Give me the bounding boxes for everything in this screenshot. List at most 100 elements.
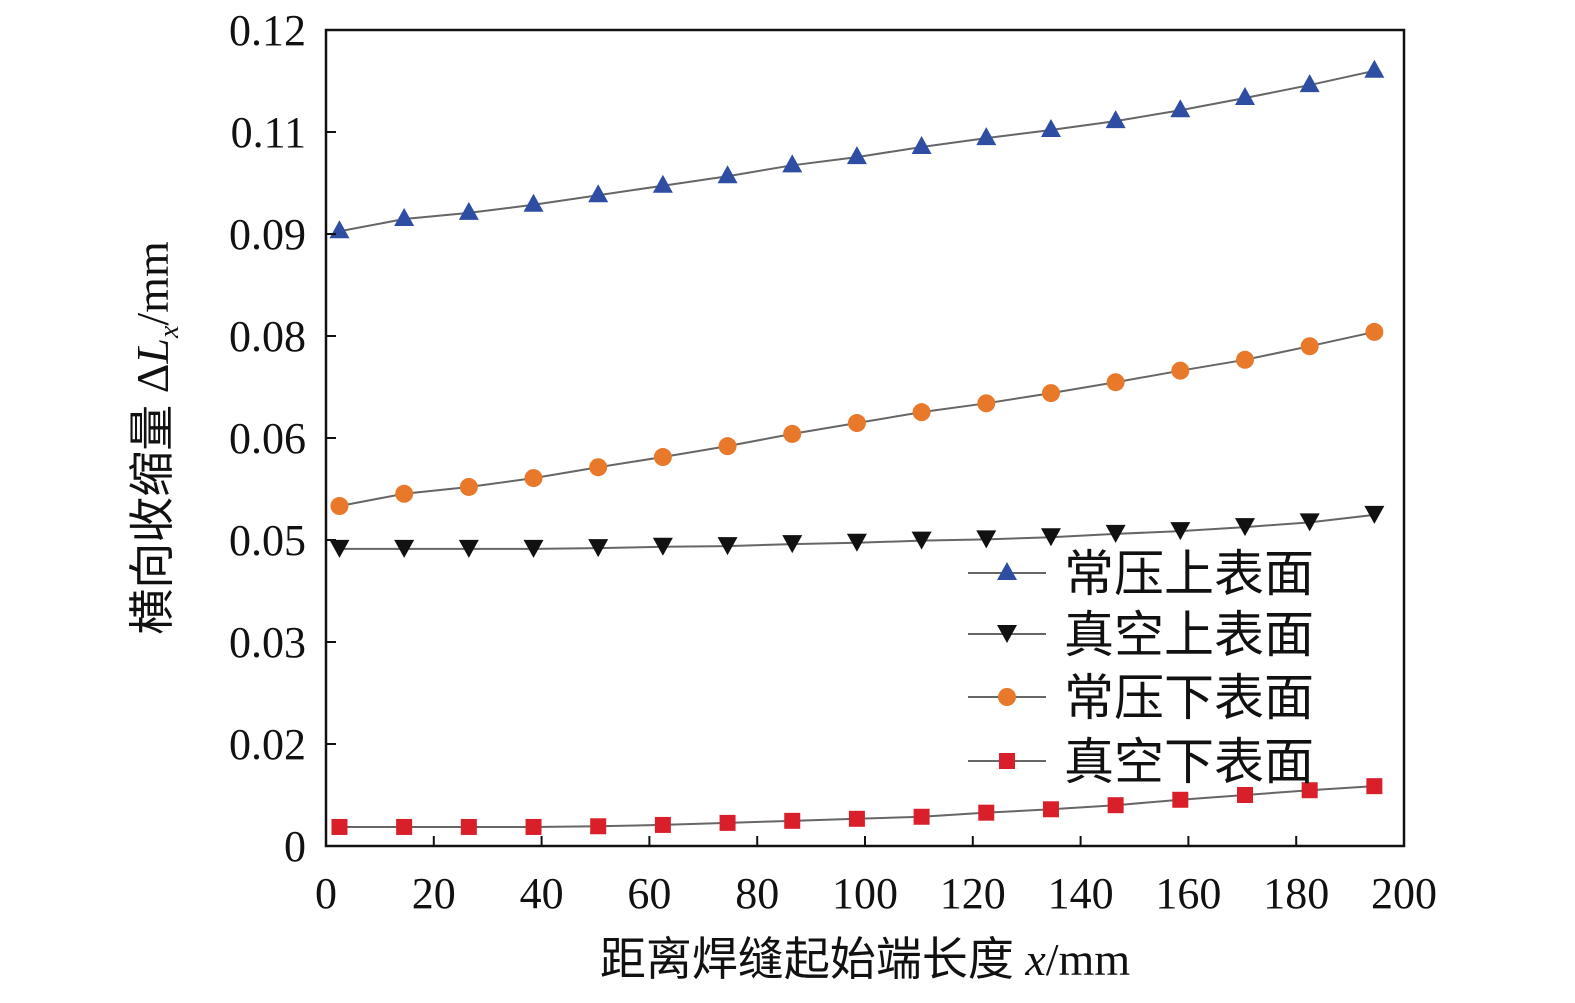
y-tick-label: 0.12 xyxy=(229,6,306,55)
data-point xyxy=(718,437,737,456)
x-tick-label: 60 xyxy=(627,869,671,918)
x-axis-label-prefix: 距离焊缝起始端长度 xyxy=(600,934,1026,985)
data-point xyxy=(652,537,673,556)
data-point xyxy=(1300,337,1319,356)
data-point xyxy=(458,539,479,558)
x-tick-label: 180 xyxy=(1263,869,1329,918)
data-point xyxy=(1366,778,1383,795)
y-tick-label: 0.08 xyxy=(229,312,306,361)
data-point xyxy=(1234,518,1255,537)
x-tick-label: 120 xyxy=(940,869,1006,918)
data-point xyxy=(911,531,932,550)
data-point xyxy=(782,154,803,173)
plot-marks xyxy=(329,59,1385,835)
data-point xyxy=(976,530,997,549)
data-point xyxy=(719,814,736,831)
data-point xyxy=(1105,524,1126,543)
data-point xyxy=(590,818,607,835)
data-point xyxy=(460,818,477,835)
data-point xyxy=(459,477,478,496)
data-point xyxy=(1364,59,1385,78)
x-tick-label: 160 xyxy=(1155,869,1221,918)
data-point xyxy=(1040,118,1061,137)
data-point xyxy=(395,484,414,503)
data-point xyxy=(525,818,542,835)
y-tick-label: 0.06 xyxy=(229,414,306,463)
data-point xyxy=(1170,99,1191,118)
legend-marker xyxy=(997,562,1017,580)
data-point xyxy=(524,469,543,488)
legend-marker xyxy=(998,688,1016,706)
data-point xyxy=(717,537,738,556)
data-point xyxy=(784,812,801,829)
series-4 xyxy=(331,778,1383,835)
data-point xyxy=(1040,528,1061,547)
data-point xyxy=(1107,797,1124,814)
legend-marker xyxy=(999,753,1015,769)
x-tick-label: 0 xyxy=(315,869,337,918)
data-point xyxy=(330,497,349,515)
data-point xyxy=(1364,505,1385,524)
legend-marker xyxy=(997,625,1017,643)
data-point xyxy=(1234,87,1255,105)
y-axis-label-unit: /mm xyxy=(127,241,178,326)
data-point xyxy=(846,146,867,165)
series-3 xyxy=(330,322,1384,515)
y-axis-label-var: L xyxy=(127,338,178,365)
x-tick-label: 20 xyxy=(412,869,456,918)
data-point xyxy=(331,818,348,835)
legend-label: 真空下表面 xyxy=(1064,734,1314,790)
legend-label: 常压下表面 xyxy=(1064,670,1314,726)
legend-label: 真空上表面 xyxy=(1064,607,1314,663)
data-point xyxy=(653,448,672,467)
y-tick-label: 0 xyxy=(284,822,306,871)
data-point xyxy=(458,201,479,220)
legend-item: 常压下表面 xyxy=(968,670,1314,726)
data-point xyxy=(1105,110,1126,129)
x-tick-label: 100 xyxy=(832,869,898,918)
data-point xyxy=(396,818,413,835)
series-2 xyxy=(329,505,1385,558)
data-point xyxy=(588,184,609,203)
y-axis-label: 横向收缩量 ΔLx/mm xyxy=(127,241,185,635)
data-point xyxy=(1172,791,1189,808)
legend-item: 真空上表面 xyxy=(968,607,1314,663)
data-point xyxy=(978,804,995,821)
series-1 xyxy=(329,59,1385,239)
data-point xyxy=(589,458,608,477)
data-point xyxy=(523,193,544,212)
legend-item: 常压上表面 xyxy=(968,546,1314,602)
data-point xyxy=(1106,373,1125,392)
y-tick-label: 0.11 xyxy=(231,108,306,157)
data-point xyxy=(848,810,865,827)
data-point xyxy=(977,394,996,413)
data-point xyxy=(654,816,671,833)
y-tick-label: 0.02 xyxy=(229,720,306,769)
x-tick-label: 140 xyxy=(1048,869,1114,918)
data-point xyxy=(588,539,609,558)
y-axis-label-sub: x xyxy=(154,325,185,339)
data-point xyxy=(783,424,802,443)
data-point xyxy=(1171,361,1190,380)
data-point xyxy=(911,135,932,154)
y-axis-label-prefix: 横向收缩量 Δ xyxy=(127,364,178,635)
data-point xyxy=(913,808,930,825)
x-axis-label: 距离焊缝起始端长度 x/mm xyxy=(600,934,1130,985)
y-tick-label: 0.05 xyxy=(229,516,306,565)
x-tick-label: 80 xyxy=(735,869,779,918)
data-point xyxy=(1041,384,1060,403)
axis-ticks: 0 20 40 60 80 100 120 140 160 180 200 0 0.02 0.03 0.05… xyxy=(229,6,1437,918)
data-point xyxy=(1236,787,1253,803)
legend-label: 常压上表面 xyxy=(1064,546,1314,602)
legend-item: 真空下表面 xyxy=(968,734,1314,790)
x-axis-label-var: x xyxy=(1024,934,1046,985)
data-point xyxy=(523,539,544,558)
x-tick-label: 40 xyxy=(520,869,564,918)
data-point xyxy=(912,403,931,422)
data-point xyxy=(1299,513,1320,532)
x-tick-label: 200 xyxy=(1371,869,1437,918)
data-point xyxy=(1301,782,1318,799)
y-tick-label: 0.09 xyxy=(229,210,306,259)
